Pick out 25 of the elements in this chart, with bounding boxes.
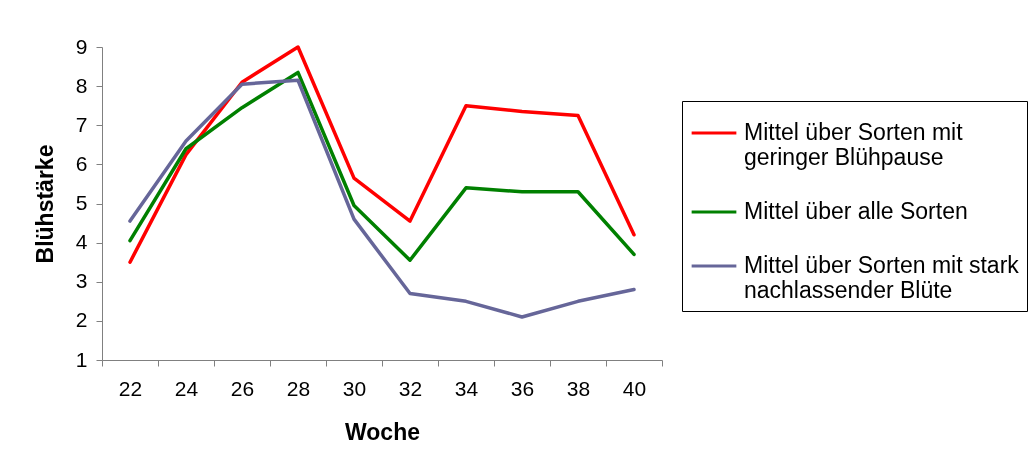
x-tick-label: 26 (230, 376, 255, 400)
x-tick-label: 28 (286, 376, 311, 400)
y-tick-label: 5 (75, 191, 88, 214)
y-tick-label: 2 (75, 308, 88, 332)
y-tick-label: 6 (75, 151, 88, 175)
x-axis-title: Woche (345, 418, 420, 445)
x-tick-label: 38 (566, 376, 591, 400)
line-series (128, 78, 636, 319)
y-tick-label: 8 (75, 73, 88, 97)
x-tick-label: 24 (174, 376, 199, 400)
y-tick-label: 1 (75, 347, 88, 371)
legend-label: Mittel über Sorten mit stark nachlassender Blüte (744, 252, 1020, 303)
y-tick-label: 4 (75, 230, 88, 254)
x-tick-label: 22 (118, 376, 143, 400)
x-tick-label: 32 (398, 376, 423, 400)
y-tick-label: 7 (75, 112, 88, 136)
y-tick-label: 9 (75, 34, 88, 58)
x-tick-label: 40 (622, 376, 647, 400)
x-tick-label: 34 (454, 376, 479, 400)
legend-label: Mittel über Sorten mit geringer Blühpause (744, 119, 964, 170)
legend-label: Mittel über alle Sorten (744, 198, 968, 224)
x-tick-label: 36 (510, 376, 535, 400)
x-tick-label: 30 (342, 376, 367, 400)
y-axis-title: Blühstärke (31, 144, 58, 264)
y-tick-label: 3 (75, 269, 88, 293)
